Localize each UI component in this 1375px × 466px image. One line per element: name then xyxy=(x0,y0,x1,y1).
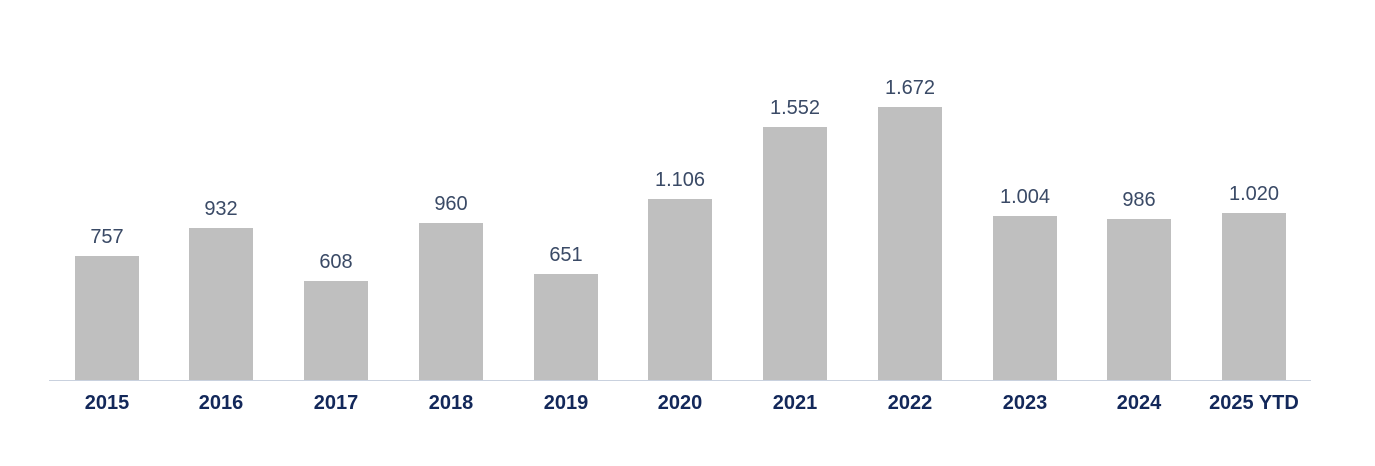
bar-2023 xyxy=(993,216,1057,380)
value-label: 986 xyxy=(1122,189,1156,211)
value-label: 608 xyxy=(319,251,353,273)
value-label: 1.020 xyxy=(1228,183,1280,205)
bar-2022 xyxy=(878,107,942,380)
value-label: 651 xyxy=(549,244,583,266)
category-label: 2024 xyxy=(1116,392,1162,414)
value-label: 960 xyxy=(434,193,468,215)
value-label: 1.004 xyxy=(999,186,1051,208)
bar-2021 xyxy=(763,127,827,380)
bar-2017 xyxy=(304,281,368,380)
bar-2025-ytd xyxy=(1222,213,1286,380)
bar-2024 xyxy=(1107,219,1171,380)
bar-2015 xyxy=(75,256,139,380)
category-label: 2016 xyxy=(198,392,244,414)
category-label: 2022 xyxy=(887,392,933,414)
category-label: 2017 xyxy=(313,392,359,414)
value-label: 932 xyxy=(204,198,238,220)
bar-2019 xyxy=(534,274,598,380)
category-label: 2015 xyxy=(84,392,130,414)
value-label: 1.106 xyxy=(654,169,706,191)
category-label: 2018 xyxy=(428,392,474,414)
category-label: 2023 xyxy=(1002,392,1048,414)
category-label: 2019 xyxy=(543,392,589,414)
bar-2020 xyxy=(648,199,712,380)
value-label: 1.672 xyxy=(884,77,936,99)
value-label: 1.552 xyxy=(769,97,821,119)
category-label: 2020 xyxy=(657,392,703,414)
category-label: 2021 xyxy=(772,392,818,414)
x-axis-line xyxy=(49,380,1311,381)
category-label: 2025 YTD xyxy=(1209,392,1299,414)
bar-2018 xyxy=(419,223,483,380)
value-label: 757 xyxy=(90,226,124,248)
bar-2016 xyxy=(189,228,253,380)
